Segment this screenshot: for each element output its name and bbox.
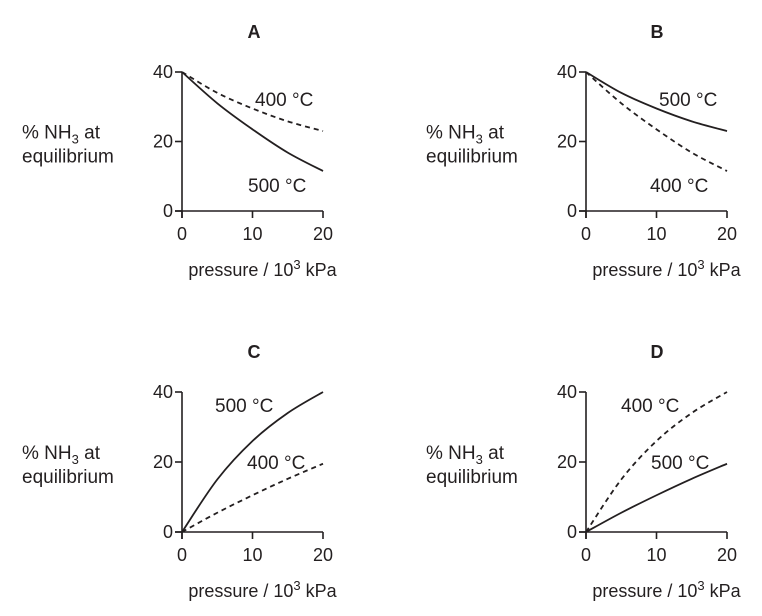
y-axis-label-line-1: % NH3 at: [426, 123, 505, 147]
x-tick-label: 20: [717, 224, 737, 244]
y-tick-label: 40: [153, 382, 173, 402]
series-label: 400 °C: [247, 453, 305, 474]
series-line-500c: [585, 71, 728, 132]
x-tick-label: 10: [646, 545, 666, 565]
series-label: 400 °C: [650, 176, 708, 197]
series-label: 500 °C: [215, 396, 273, 417]
series-line-400c: [585, 71, 728, 172]
y-tick-label: 40: [557, 62, 577, 82]
y-axis-label-line-2: equilibrium: [22, 467, 114, 488]
y-tick-label: 40: [557, 382, 577, 402]
series-line-500c: [181, 391, 324, 533]
y-axis-label-line-2: equilibrium: [426, 467, 518, 488]
panel-title: D: [651, 342, 664, 362]
x-tick-label: 10: [646, 224, 666, 244]
x-tick-label: 0: [581, 224, 591, 244]
series-line-400c: [585, 391, 728, 533]
x-tick-label: 0: [177, 224, 187, 244]
x-tick-label: 0: [581, 545, 591, 565]
series-label: 400 °C: [255, 90, 313, 111]
series-label: 500 °C: [248, 176, 306, 197]
x-axis-label: pressure / 103 kPa: [188, 257, 337, 280]
x-tick-label: 10: [242, 224, 262, 244]
y-tick-label: 0: [163, 201, 173, 221]
y-tick-label: 20: [153, 452, 173, 472]
y-tick-label: 20: [557, 132, 577, 152]
x-axis-label: pressure / 103 kPa: [188, 578, 337, 601]
y-tick-label: 0: [163, 522, 173, 542]
y-tick-label: 20: [153, 132, 173, 152]
y-tick-label: 0: [567, 201, 577, 221]
y-tick-label: 40: [153, 62, 173, 82]
panel-title: C: [248, 342, 261, 362]
y-axis-label-line-1: % NH3 at: [22, 443, 101, 467]
x-tick-label: 0: [177, 545, 187, 565]
x-axis-label: pressure / 103 kPa: [592, 257, 741, 280]
series-line-500c: [585, 462, 728, 533]
y-axis-label-line-2: equilibrium: [426, 147, 518, 168]
x-axis-label: pressure / 103 kPa: [592, 578, 741, 601]
series-label: 500 °C: [651, 453, 709, 474]
x-tick-label: 20: [313, 545, 333, 565]
series-line-400c: [181, 462, 324, 533]
x-tick-label: 20: [313, 224, 333, 244]
panel-title: B: [651, 22, 664, 42]
y-axis-label-line-2: equilibrium: [22, 147, 114, 168]
y-axis-label-line-1: % NH3 at: [426, 443, 505, 467]
series-line-400c: [181, 71, 324, 132]
y-tick-label: 20: [557, 452, 577, 472]
y-axis-label-line-1: % NH3 at: [22, 123, 101, 147]
series-label: 400 °C: [621, 396, 679, 417]
x-tick-label: 10: [242, 545, 262, 565]
series-label: 500 °C: [659, 90, 717, 111]
x-tick-label: 20: [717, 545, 737, 565]
panel-title: A: [248, 22, 261, 42]
y-tick-label: 0: [567, 522, 577, 542]
series-line-500c: [181, 71, 324, 172]
